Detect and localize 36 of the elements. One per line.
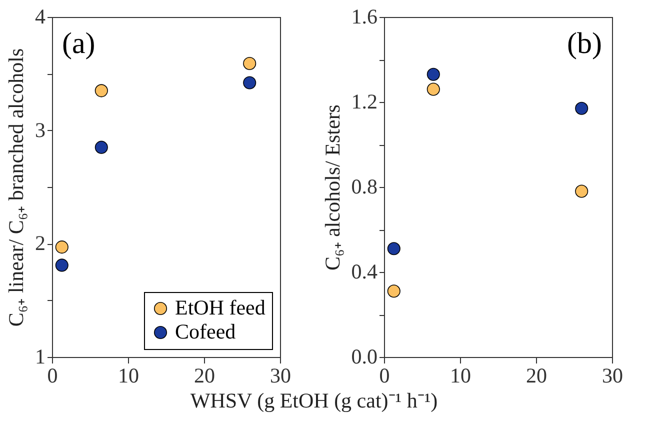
x-tick-label: 20	[526, 364, 547, 388]
x-tick-label: 0	[47, 364, 58, 388]
point	[55, 240, 68, 254]
x-tick-label: 20	[194, 364, 215, 388]
point	[243, 56, 256, 70]
legend-label: Cofeed	[175, 320, 236, 344]
point	[426, 68, 440, 81]
point	[387, 284, 400, 298]
y-axis-title: C₆₊ alcohols/ Esters	[320, 104, 344, 270]
y-tick-label: 0.0	[351, 344, 378, 368]
x-axis-title: WHSV (g EtOH (g cat)⁻¹ h⁻¹)	[190, 388, 438, 412]
point	[94, 140, 108, 154]
point	[387, 242, 400, 256]
y-axis-title: C₆₊ linear/ C₆₊ branched alcohols	[4, 48, 28, 327]
point	[55, 258, 68, 272]
y-tick-label: 3	[35, 118, 46, 142]
annotation: (a)	[62, 27, 96, 60]
x-tick-label: 30	[270, 364, 291, 388]
x-tick-label: 30	[602, 364, 623, 388]
x-tick-label: 10	[450, 364, 471, 388]
annotation: (b)	[567, 27, 602, 60]
x-tick-label: 0	[379, 364, 390, 388]
point	[94, 84, 108, 98]
y-tick-label: 2	[35, 231, 46, 256]
y-tick-label: 4	[35, 4, 46, 28]
point	[243, 76, 256, 90]
y-tick-label: 1.2	[351, 90, 378, 114]
y-tick-label: 0.4	[351, 260, 378, 284]
point	[426, 82, 440, 96]
legend-label: EtOH feed	[175, 296, 266, 320]
y-tick-label: 0.8	[351, 174, 378, 198]
y-tick-label: 1	[35, 344, 46, 368]
point	[575, 102, 588, 115]
y-tick-label: 1.6	[351, 4, 378, 28]
point	[575, 184, 588, 198]
x-tick-label: 10	[118, 364, 139, 388]
